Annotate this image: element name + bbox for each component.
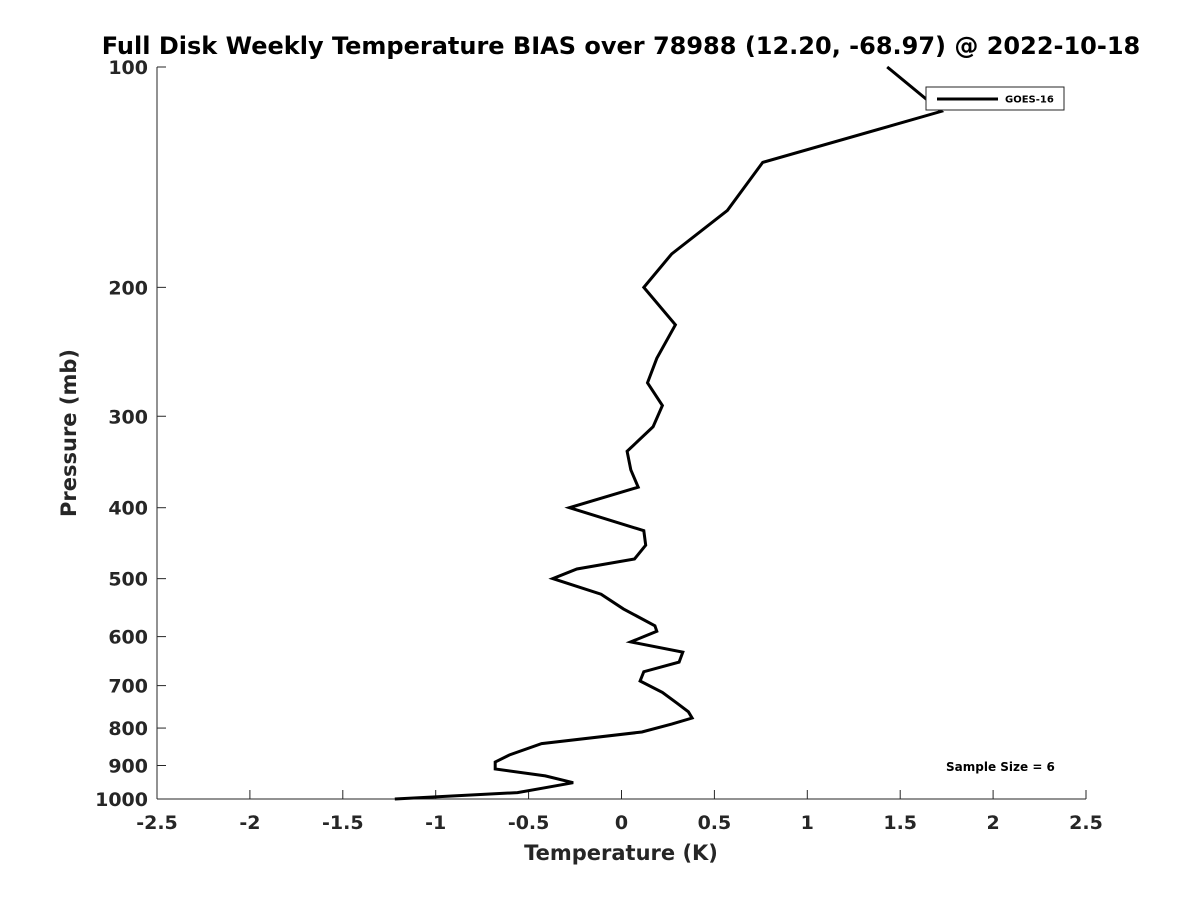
legend: GOES-16 (925, 86, 1065, 111)
y-tick-label: 600 (108, 627, 148, 649)
y-axis-ticks: 100 200 300 400 500 600 700 800 900 1000 (95, 57, 166, 811)
x-tick-label: -2 (239, 812, 260, 834)
plot-area (157, 67, 1086, 799)
y-axis-label: Pressure (mb) (57, 349, 81, 517)
x-axis-ticks: -2.5 -2 -1.5 -1 -0.5 0 0.5 1 1.5 2 2.5 (136, 790, 1103, 834)
sample-size-annotation: Sample Size = 6 (946, 760, 1055, 774)
x-axis-label: Temperature (K) (524, 841, 718, 865)
x-tick-label: 0 (615, 812, 628, 834)
x-tick-label: -1.5 (322, 812, 364, 834)
y-tick-label: 300 (108, 406, 148, 428)
legend-label-goes-16: GOES-16 (1005, 95, 1054, 106)
y-tick-label: 800 (108, 718, 148, 740)
y-tick-label: 200 (108, 277, 148, 299)
series-line-goes-16 (394, 65, 945, 801)
x-tick-label: 1 (801, 812, 814, 834)
y-tick-label: 700 (108, 676, 148, 698)
x-tick-label: 0.5 (698, 812, 732, 834)
x-tick-label: 2 (986, 812, 999, 834)
y-tick-label: 900 (108, 756, 148, 778)
y-tick-label: 500 (108, 569, 148, 591)
x-tick-label: -0.5 (508, 812, 550, 834)
x-tick-label: 1.5 (883, 812, 917, 834)
x-tick-label: 2.5 (1069, 812, 1103, 834)
y-tick-label: 400 (108, 498, 148, 520)
y-tick-label: 100 (108, 57, 148, 79)
x-tick-label: -2.5 (136, 812, 178, 834)
chart-title: Full Disk Weekly Temperature BIAS over 7… (102, 32, 1141, 60)
y-tick-label: 1000 (95, 789, 148, 811)
series-layer (394, 65, 945, 801)
x-tick-label: -1 (425, 812, 446, 834)
